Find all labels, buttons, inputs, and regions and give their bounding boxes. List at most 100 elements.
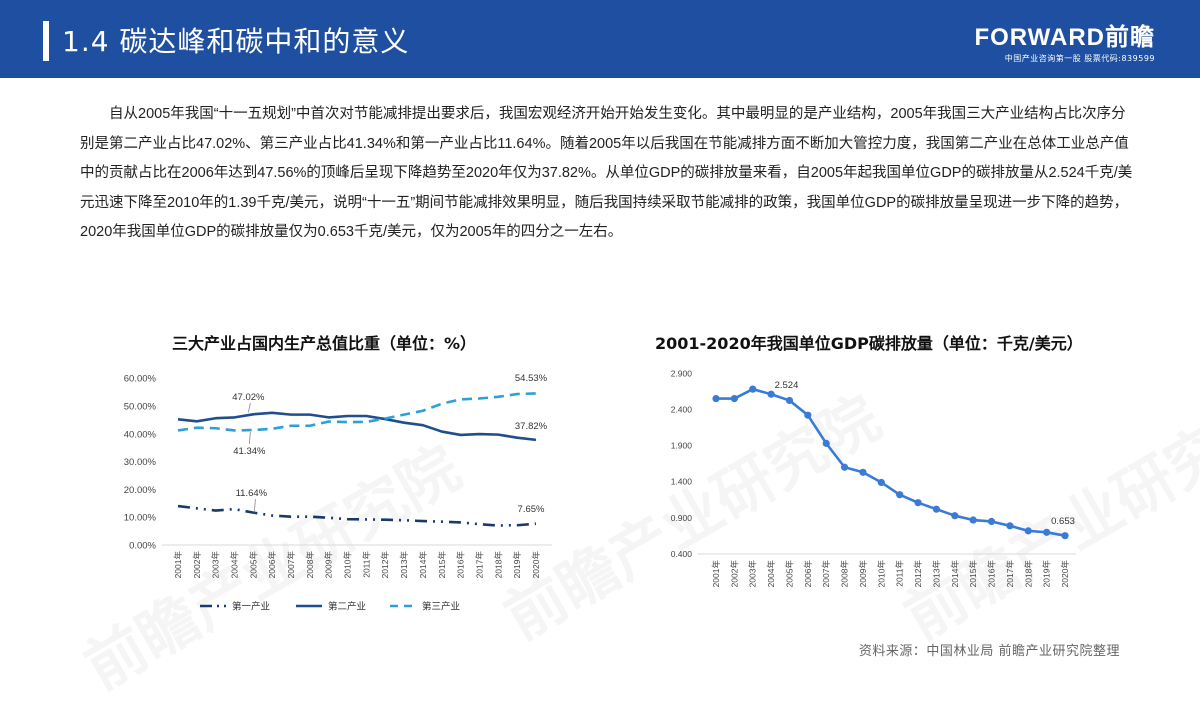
x-tick-label: 2017年 (474, 551, 484, 579)
data-point-marker (951, 512, 959, 520)
data-label: 41.34% (233, 446, 266, 457)
data-point-marker (785, 396, 794, 405)
y-tick-label: 1.400 (671, 477, 693, 487)
data-point-marker (840, 463, 849, 471)
legend-label: 第三产业 (422, 601, 460, 613)
data-point-marker (987, 517, 996, 526)
data-point-marker (749, 385, 757, 393)
data-point-marker (1043, 528, 1051, 536)
y-tick-label: 1.900 (671, 441, 693, 451)
chart-title-carbon-intensity: 2001-2020年我国单位GDP碳排放量（单位：千克/美元） (655, 334, 1083, 353)
data-label: 0.653 (1051, 516, 1075, 527)
data-label: 2.524 (775, 380, 799, 391)
x-tick-label: 2001年 (711, 560, 721, 588)
x-tick-label: 2007年 (821, 560, 831, 588)
data-point-marker (1024, 527, 1032, 535)
y-tick-label: 0.900 (671, 513, 693, 523)
x-tick-label: 2018年 (493, 551, 503, 579)
x-tick-label: 2019年 (512, 551, 522, 579)
series-line (177, 411, 537, 442)
data-point-marker (896, 491, 904, 499)
x-tick-label: 2005年 (248, 551, 258, 579)
y-tick-label: 10.00% (124, 513, 157, 524)
series-line (177, 504, 537, 527)
carbon-intensity-line-chart: 2.900 2.400 1.900 1.400 0.900 0.400 2001年 2002年… (671, 368, 1076, 588)
y-tick-label: 2.900 (671, 368, 693, 378)
x-tick-label: 2010年 (876, 560, 886, 588)
series-line (716, 387, 1066, 537)
x-tick-label: 2020年 (531, 551, 541, 579)
x-tick-label: 2008年 (840, 560, 850, 588)
x-tick-label: 2015年 (968, 560, 978, 588)
brand-subtitle: 中国产业咨询第一股 股票代码:839599 (1004, 54, 1155, 63)
x-tick-label: 2003年 (748, 560, 758, 588)
data-point-marker (969, 516, 977, 524)
data-point-marker (932, 505, 941, 513)
x-tick-label: 2009年 (324, 551, 334, 579)
x-tick-label: 2012年 (913, 560, 923, 588)
y-tick-label: 0.00% (129, 541, 156, 552)
y-tick-label: 0.400 (671, 549, 693, 559)
y-tick-label: 20.00% (124, 485, 157, 496)
industry-share-line-chart: 60.00% 50.00% 40.00% 30.00% 20.00% 10.00% 0.00… (124, 373, 552, 613)
x-tick-label: 2003年 (211, 551, 221, 579)
leader-line (253, 498, 256, 513)
x-tick-label: 2017年 (1005, 560, 1015, 588)
x-tick-label: 2002年 (192, 551, 202, 579)
x-tick-label: 2004年 (230, 551, 240, 579)
x-tick-label: 2016年 (987, 560, 997, 588)
x-tick-label: 2019年 (1042, 560, 1052, 588)
chart-title-industry-share: 三大产业占国内生产总值比重（单位：%） (172, 334, 477, 353)
data-label: 54.53% (515, 373, 548, 384)
y-tick-label: 30.00% (124, 457, 157, 468)
x-tick-label: 2014年 (418, 551, 428, 579)
y-tick-label: 60.00% (124, 374, 157, 385)
brand-logo: FORWARD前瞻 中国产业咨询第一股 股票代码:839599 (974, 26, 1155, 64)
x-tick-label: 2015年 (437, 551, 447, 579)
brand-name: FORWARD前瞻 (974, 24, 1155, 51)
series-line (177, 392, 537, 432)
leader-line (247, 402, 251, 413)
body-paragraph: 自从2005年我国“十一五规划”中首次对节能减排提出要求后，我国宏观经济开始开始… (80, 106, 1133, 240)
header-bar: 1.4 碳达峰和碳中和的意义 FORWARD前瞻 中国产业咨询第一股 股票代码:… (0, 0, 1200, 78)
x-tick-label: 2011年 (361, 551, 371, 578)
x-tick-label: 2006年 (803, 560, 813, 588)
data-point-marker (767, 390, 775, 398)
data-label: 47.02% (232, 392, 265, 403)
data-point-marker (804, 411, 812, 419)
data-point-marker (877, 478, 885, 487)
x-tick-label: 2009年 (858, 560, 868, 588)
data-point-marker (1061, 532, 1069, 540)
x-tick-label: 2018年 (1023, 560, 1033, 588)
y-tick-label: 40.00% (124, 429, 157, 440)
x-tick-label: 2016年 (456, 551, 466, 579)
x-tick-label: 2011年 (895, 560, 905, 587)
x-tick-label: 2004年 (766, 560, 776, 588)
x-tick-label: 2002年 (729, 560, 739, 588)
data-point-marker (914, 499, 922, 507)
x-tick-label: 2006年 (267, 551, 277, 579)
legend-label: 第二产业 (328, 601, 366, 613)
data-label: 11.64% (236, 488, 268, 499)
leader-line (248, 432, 251, 445)
x-tick-label: 2010年 (343, 551, 353, 579)
x-tick-label: 2008年 (305, 551, 315, 579)
x-tick-label: 2012年 (380, 551, 390, 579)
source-note: 资料来源：中国林业局 前瞻产业研究院整理 (858, 644, 1120, 659)
x-tick-label: 2013年 (931, 560, 941, 588)
x-tick-label: 2005年 (784, 560, 794, 588)
page-title: 1.4 碳达峰和碳中和的意义 (62, 25, 410, 58)
legend-label: 第一产业 (232, 601, 270, 613)
data-label: 37.82% (515, 421, 548, 432)
x-tick-label: 2020年 (1060, 560, 1070, 588)
data-label: 7.65% (518, 504, 545, 515)
data-point-marker (712, 394, 720, 403)
data-point-marker (1006, 522, 1014, 530)
x-tick-label: 2013年 (399, 551, 409, 579)
x-tick-label: 2007年 (286, 551, 296, 579)
data-point-marker (730, 394, 738, 403)
y-tick-label: 50.00% (124, 402, 157, 413)
data-point-marker (822, 439, 830, 447)
y-tick-label: 2.400 (671, 404, 693, 414)
data-point-marker (859, 468, 867, 476)
